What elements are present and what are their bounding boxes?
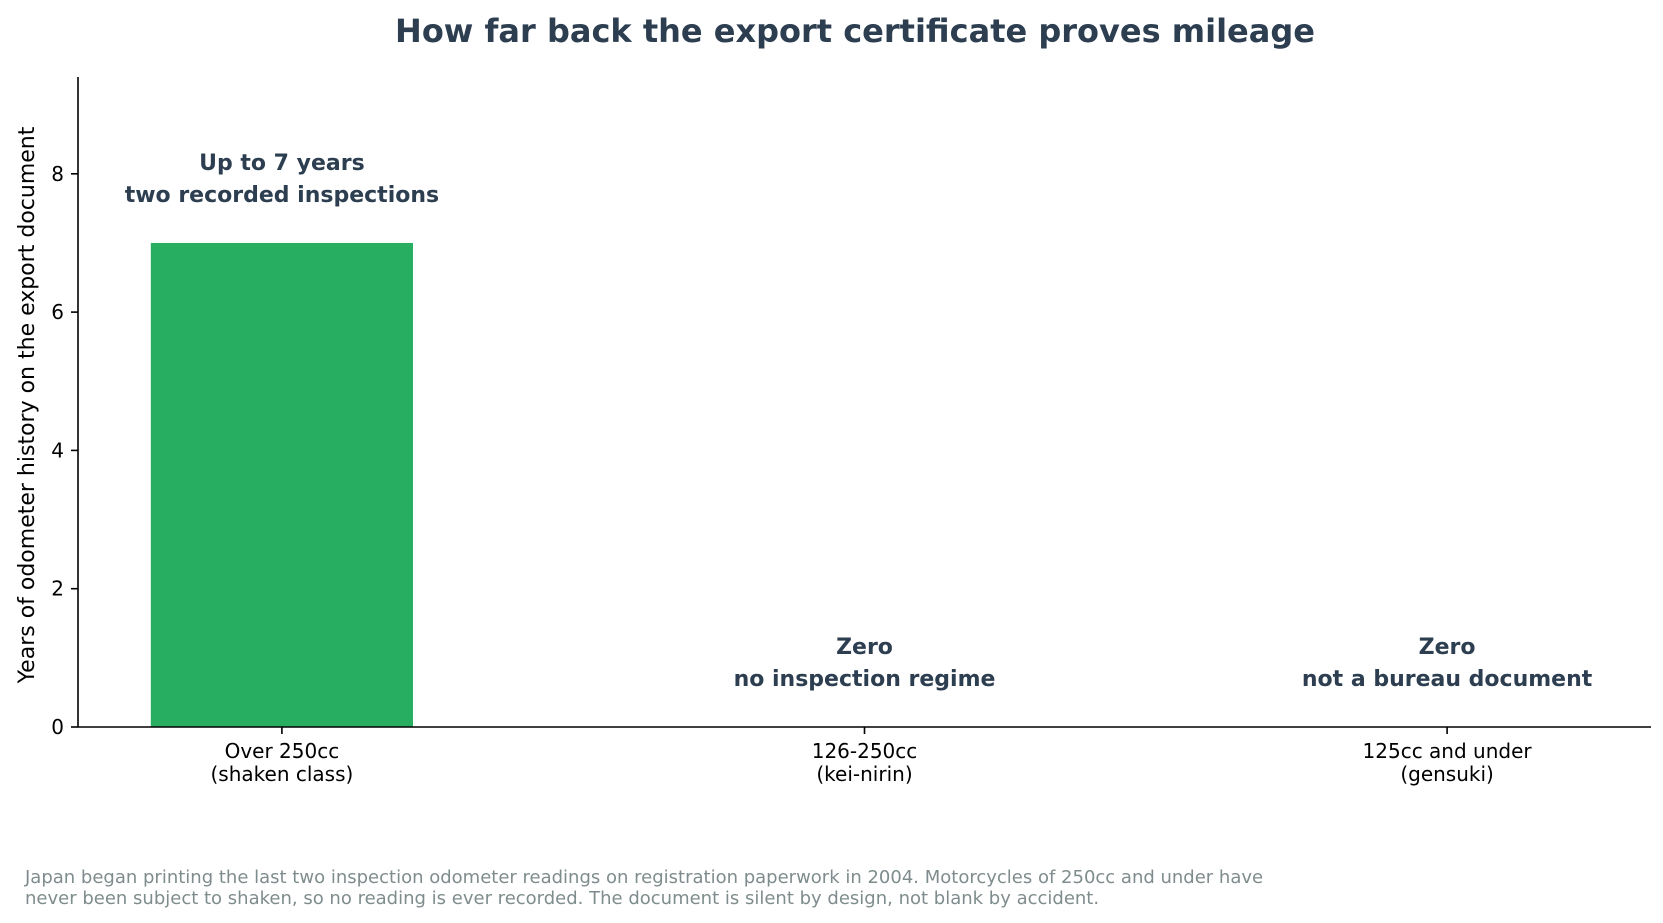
x-tick-label-1-1: (kei-nirin)	[816, 762, 912, 786]
x-tick-label-1-0: 126-250cc	[812, 739, 918, 763]
x-tick-label-0-0: Over 250cc	[225, 739, 340, 763]
bar-annotation-0-1: two recorded inspections	[125, 183, 439, 208]
footnote-line-2: never been subject to shaken, so no read…	[25, 888, 1099, 909]
y-tick-label-2: 4	[51, 438, 64, 462]
x-tick-label-2-0: 125cc and under	[1363, 739, 1533, 763]
bar-0	[150, 242, 413, 727]
x-tick-label-0-1: (shaken class)	[211, 762, 354, 786]
y-tick-label-0: 0	[51, 715, 64, 739]
y-tick-label-1: 2	[51, 577, 64, 601]
chart-title: How far back the export certificate prov…	[395, 12, 1315, 50]
bar-annotation-1-1: no inspection regime	[734, 667, 996, 692]
footnote-line-1: Japan began printing the last two inspec…	[24, 867, 1263, 888]
y-tick-label-4: 8	[51, 162, 64, 186]
plot-area: 0 2 4 6 8 Over 250cc(shaken class) 126-250cc(k…	[51, 77, 1651, 786]
y-tick-label-3: 6	[51, 300, 64, 324]
x-tick-label-2-1: (gensuki)	[1400, 762, 1494, 786]
bar-annotation-1-0: Zero	[836, 635, 893, 660]
bar-annotation-2-1: not a bureau document	[1302, 667, 1593, 692]
bar-annotation-2-0: Zero	[1419, 635, 1476, 660]
bar-annotation-0-0: Up to 7 years	[199, 151, 365, 176]
y-axis-label: Years of odometer history on the export …	[15, 126, 40, 684]
